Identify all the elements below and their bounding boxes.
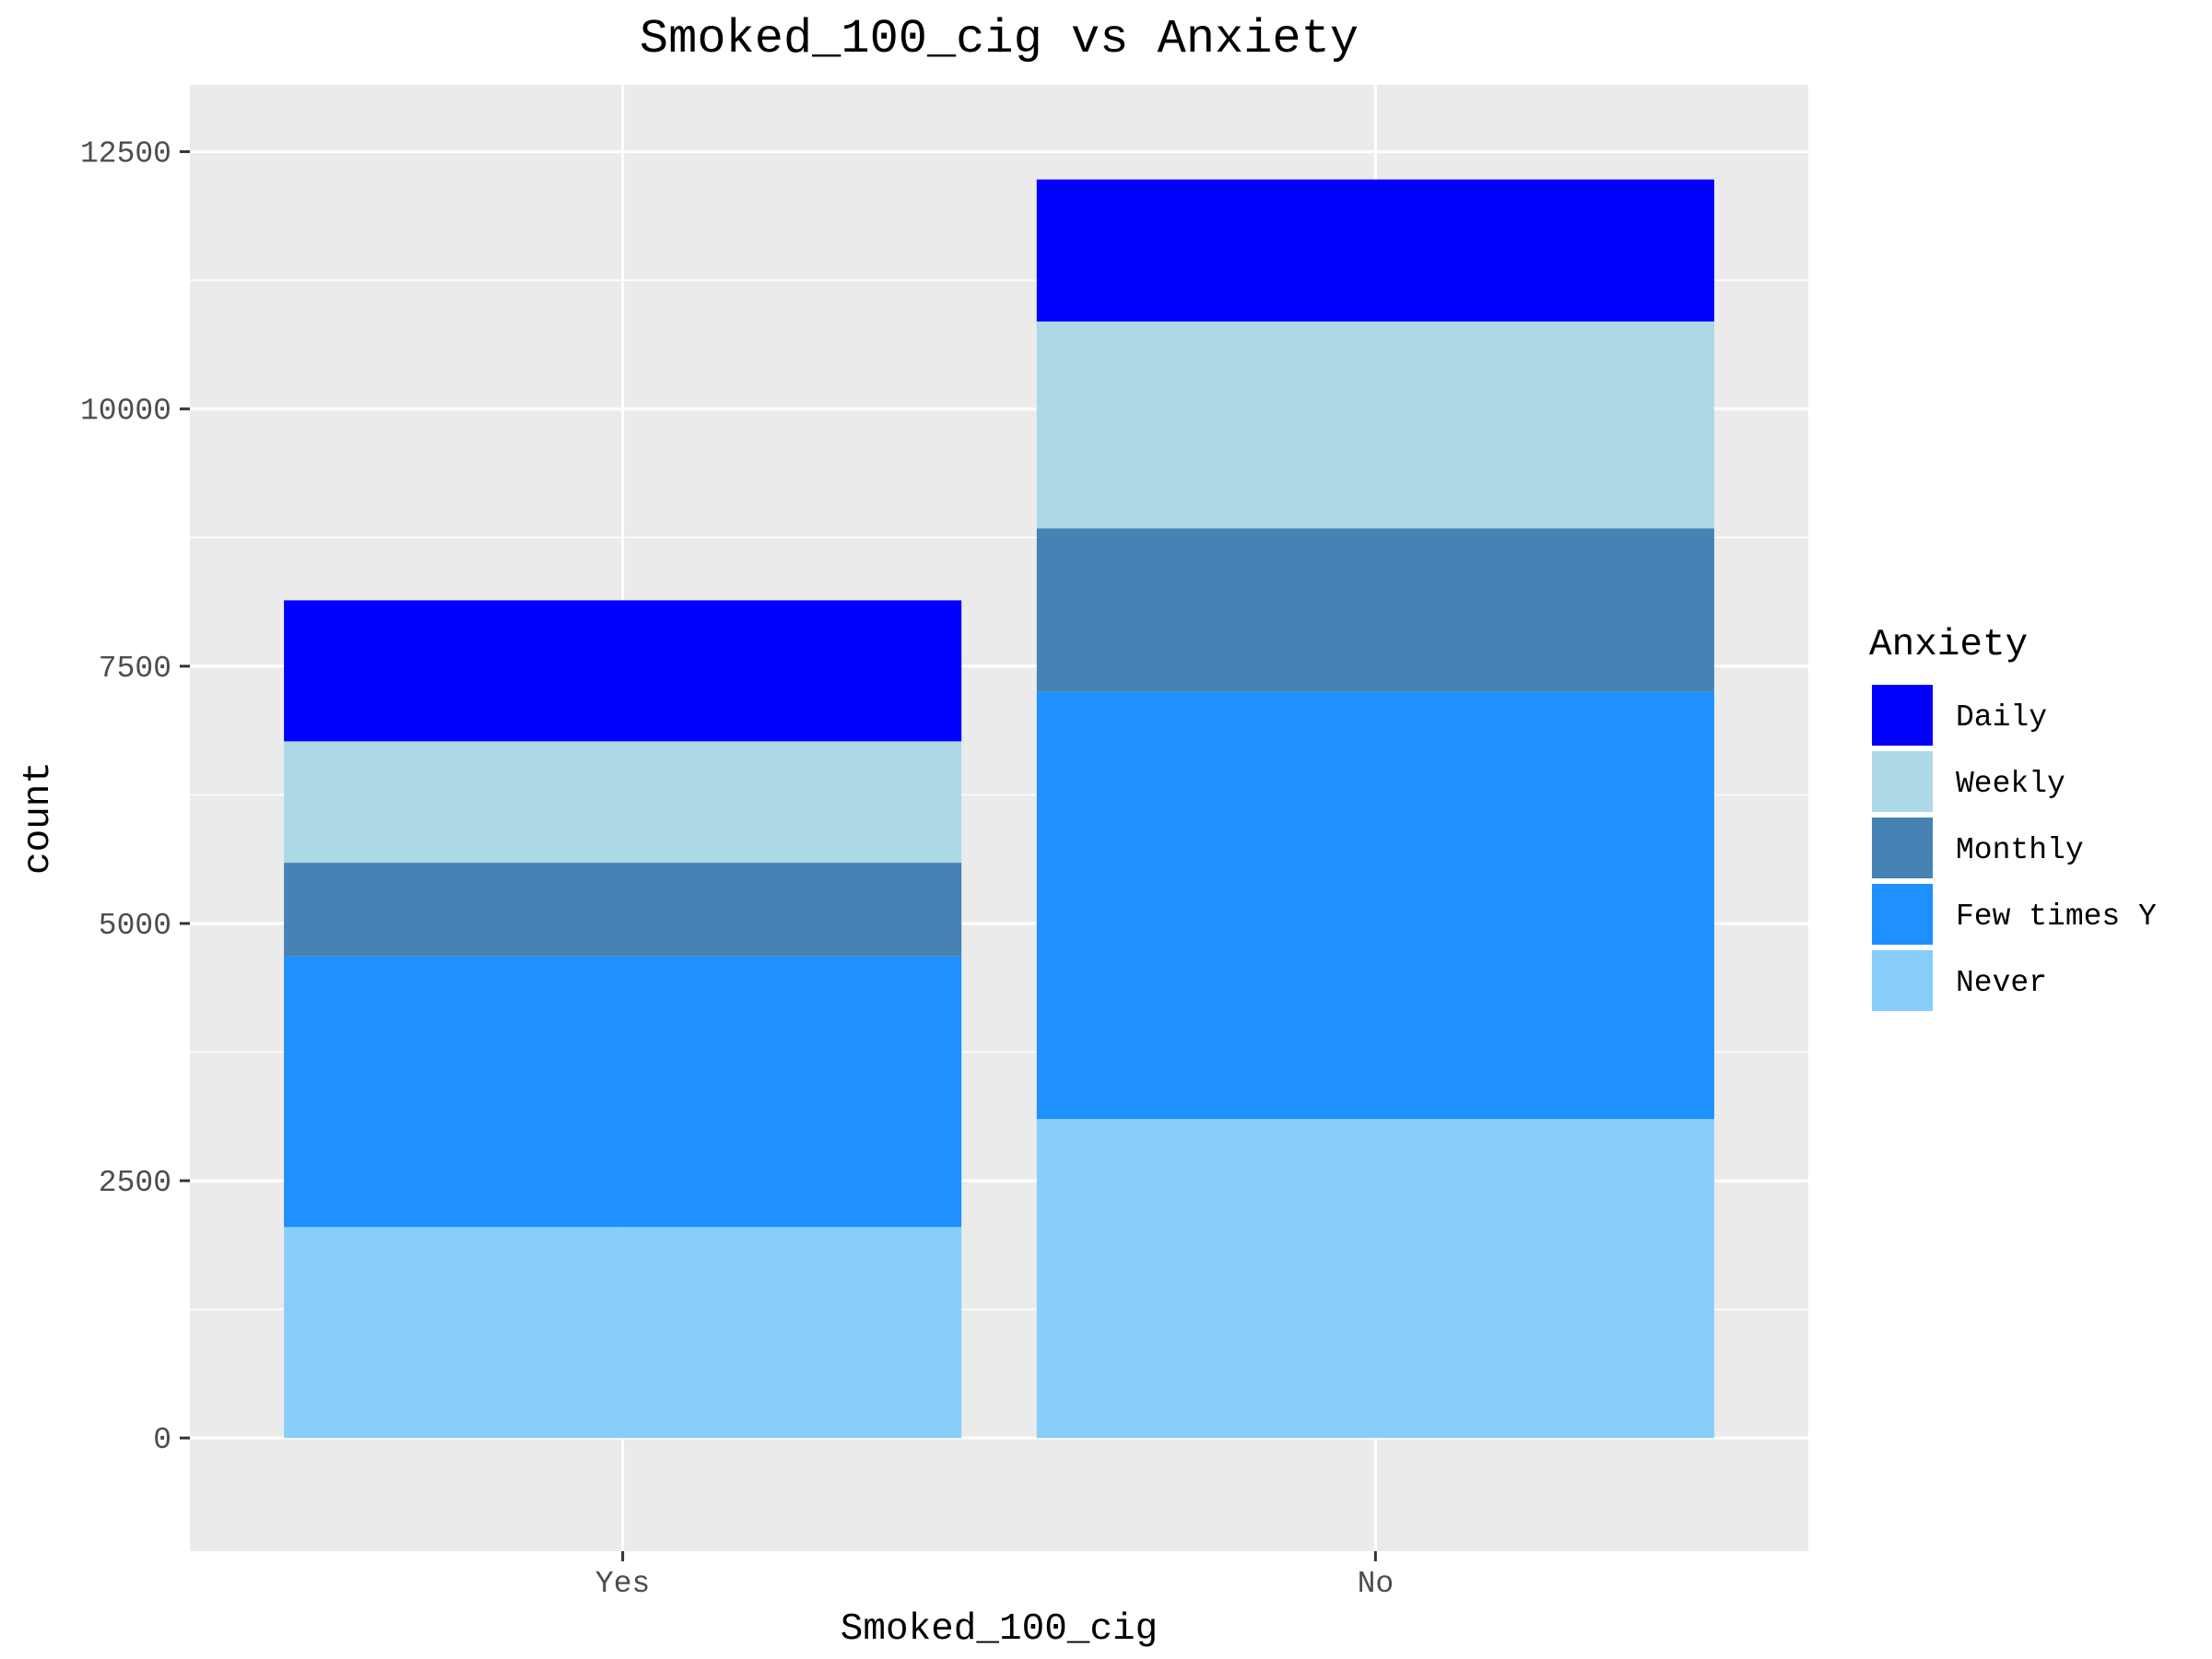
- legend-item-weekly: Weekly: [1870, 749, 2065, 814]
- x-axis-title: Smoked_100_cig: [841, 1608, 1158, 1651]
- bars-group: [284, 179, 1714, 1439]
- legend-label: Weekly: [1956, 767, 2065, 801]
- chart-title: Smoked_100_cig vs Anxiety: [640, 12, 1359, 66]
- legend-swatch: [1870, 816, 1935, 880]
- bar-segment-no-weekly: [1036, 321, 1714, 529]
- legend-label: Few times Y: [1956, 900, 2157, 934]
- y-tick-label: 2500: [99, 1166, 171, 1200]
- bar-segment-yes-monthly: [284, 863, 962, 957]
- y-tick-label: 10000: [80, 394, 171, 429]
- x-tick-label: Yes: [595, 1567, 650, 1601]
- legend-swatch: [1870, 749, 1935, 814]
- legend-swatch: [1870, 683, 1935, 747]
- legend-label: Monthly: [1956, 833, 2084, 867]
- bar-segment-no-never: [1036, 1119, 1714, 1439]
- bar-segment-no-monthly: [1036, 528, 1714, 692]
- y-tick-label: 0: [153, 1423, 171, 1457]
- y-tick-label: 12500: [80, 137, 171, 171]
- legend-swatch: [1870, 948, 1935, 1013]
- y-axis: 0 2500 5000 7500 10000 12500: [80, 137, 190, 1457]
- bar-segment-no-few-times-y: [1036, 691, 1714, 1120]
- legend: Anxiety Daily Weekly Monthly Few times Y Nev…: [1869, 624, 2157, 1013]
- bar-segment-no-daily: [1036, 179, 1714, 322]
- x-tick-label: No: [1358, 1567, 1394, 1601]
- legend-swatch: [1870, 882, 1935, 947]
- legend-item-monthly: Monthly: [1870, 816, 2084, 880]
- legend-title: Anxiety: [1869, 624, 2028, 666]
- bar-segment-yes-never: [284, 1227, 962, 1439]
- legend-item-never: Never: [1870, 948, 2047, 1013]
- x-axis: Yes No: [595, 1551, 1394, 1601]
- legend-label: Never: [1956, 966, 2047, 1000]
- legend-item-few-times-y: Few times Y: [1870, 882, 2157, 947]
- legend-item-daily: Daily: [1870, 683, 2047, 747]
- y-axis-title: count: [18, 761, 60, 875]
- y-tick-label: 7500: [99, 652, 171, 686]
- bar-segment-yes-daily: [284, 600, 962, 742]
- bar-segment-yes-weekly: [284, 741, 962, 864]
- legend-label: Daily: [1956, 700, 2047, 735]
- bar-segment-yes-few-times-y: [284, 956, 962, 1228]
- y-tick-label: 5000: [99, 909, 171, 943]
